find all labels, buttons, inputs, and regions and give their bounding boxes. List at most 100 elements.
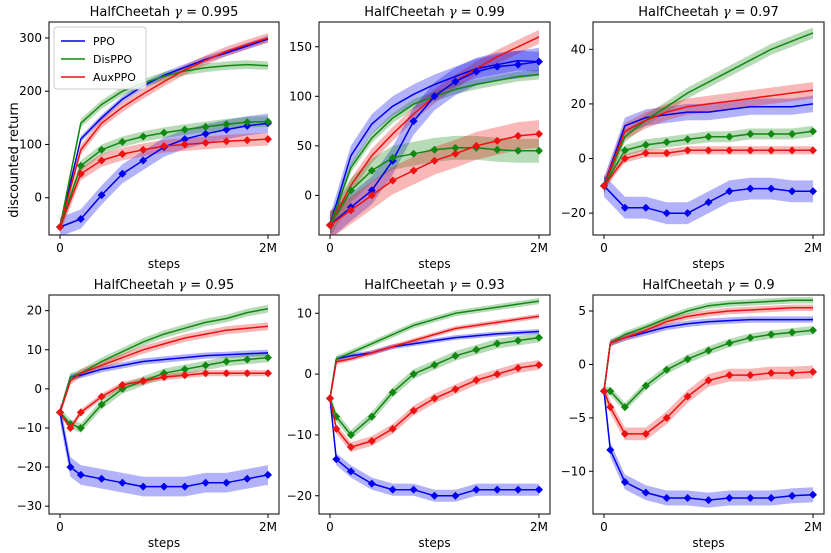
marker-auxppo [346, 443, 355, 452]
line-ppo-plain [59, 38, 269, 228]
gamma-symbol: γ [727, 278, 735, 293]
marker-ppo [788, 187, 797, 196]
marker-ppo [97, 474, 106, 483]
panel-6: HalfCheetah γ = 0.9 −10 −5 0 5 0 2M steps [561, 278, 825, 550]
panel-title: HalfCheetah γ = 0.95 [94, 278, 235, 293]
marker-auxppo [472, 376, 481, 385]
marker-auxppo [430, 394, 439, 403]
marker-disppo [97, 400, 106, 409]
marker-auxppo [514, 364, 523, 372]
x-tick-label: 2M [804, 241, 822, 255]
y-axis-label: discounted return [7, 102, 22, 217]
marker-disppo [788, 129, 797, 138]
legend-box [53, 26, 147, 90]
band-auxppo-marked [604, 146, 813, 190]
marker-auxppo [264, 369, 272, 378]
marker-disppo [139, 132, 148, 141]
marker-auxppo [222, 137, 231, 146]
panel-title-env: HalfCheetah [90, 5, 175, 20]
y-tick-label: 300 [19, 31, 42, 45]
marker-auxppo [243, 369, 252, 378]
marker-auxppo [514, 131, 523, 140]
marker-ppo [472, 485, 481, 494]
legend-label-disppo: DisPPO [93, 53, 133, 66]
marker-disppo [704, 346, 713, 355]
plot-area [326, 298, 543, 502]
marker-ppo [388, 485, 397, 494]
marker-auxppo [326, 221, 334, 230]
marker-disppo [388, 388, 397, 397]
band-auxppo-plain [330, 29, 539, 233]
panel-1: HalfCheetah γ = 0.995 0 100 200 300 0 2M steps [19, 5, 280, 271]
marker-ppo [641, 488, 650, 497]
marker-auxppo [535, 129, 543, 138]
x-axis-label: steps [418, 536, 450, 550]
marker-disppo [367, 412, 376, 421]
marker-auxppo [472, 141, 481, 150]
gamma-symbol: γ [449, 278, 457, 293]
marker-auxppo [704, 146, 713, 155]
marker-disppo [514, 146, 523, 155]
marker-auxppo [746, 371, 755, 380]
marker-auxppo [367, 437, 376, 445]
marker-ppo [222, 125, 231, 134]
marker-ppo [139, 156, 148, 165]
marker-disppo [97, 145, 106, 154]
x-axis-label: steps [418, 257, 450, 271]
marker-disppo [620, 146, 629, 155]
marker-ppo [346, 467, 355, 476]
plot-area [56, 33, 272, 235]
band-auxppo-plain [604, 82, 813, 194]
band-disppo-plain [330, 298, 539, 402]
marker-disppo [388, 153, 397, 162]
y-tick-label: −10 [561, 464, 586, 478]
panel-title: HalfCheetah γ = 0.97 [638, 5, 779, 20]
marker-auxppo [409, 166, 418, 175]
marker-auxppo [451, 385, 460, 394]
marker-auxppo [662, 149, 671, 158]
y-tick-label: 20 [571, 97, 586, 111]
panel-title: HalfCheetah γ = 0.9 [642, 278, 774, 293]
marker-disppo [704, 132, 713, 141]
marker-auxppo [451, 149, 460, 158]
panel-title-env: HalfCheetah [642, 278, 727, 293]
y-tick-label: −20 [17, 460, 42, 474]
band-ppo-marked [604, 383, 813, 508]
marker-ppo [767, 184, 776, 193]
marker-auxppo [97, 392, 106, 401]
marker-disppo [641, 381, 650, 390]
band-auxppo-plain [330, 313, 539, 401]
marker-disppo [451, 351, 460, 360]
marker-disppo [243, 118, 252, 127]
marker-disppo [118, 137, 127, 146]
marker-disppo [535, 333, 543, 342]
marker-auxppo [683, 392, 692, 401]
gamma-symbol: γ [723, 5, 731, 20]
x-tick-label: 0 [600, 241, 608, 255]
line-auxppo-plain [329, 315, 540, 399]
marker-auxppo [809, 146, 817, 155]
marker-disppo [367, 166, 376, 175]
marker-ppo [493, 485, 502, 494]
marker-auxppo [535, 360, 543, 369]
marker-ppo [97, 191, 106, 200]
marker-auxppo [367, 191, 376, 200]
plot-frame [48, 21, 280, 236]
marker-auxppo [725, 371, 734, 380]
y-tick-label: 100 [19, 137, 42, 151]
y-tick-label: 0 [34, 382, 42, 396]
marker-auxppo [809, 367, 817, 376]
marker-auxppo [388, 424, 397, 433]
plot-area [600, 297, 817, 508]
marker-disppo [493, 145, 502, 154]
marker-disppo [493, 339, 502, 348]
line-ppo-plain [59, 352, 269, 413]
band-auxppo-marked [330, 360, 539, 452]
marker-ppo [76, 215, 85, 224]
marker-disppo [201, 361, 210, 370]
line-ppo-plain [329, 330, 540, 399]
marker-ppo [788, 491, 797, 500]
marker-ppo [76, 470, 85, 479]
marker-ppo [222, 478, 231, 487]
marker-auxppo [139, 145, 148, 154]
